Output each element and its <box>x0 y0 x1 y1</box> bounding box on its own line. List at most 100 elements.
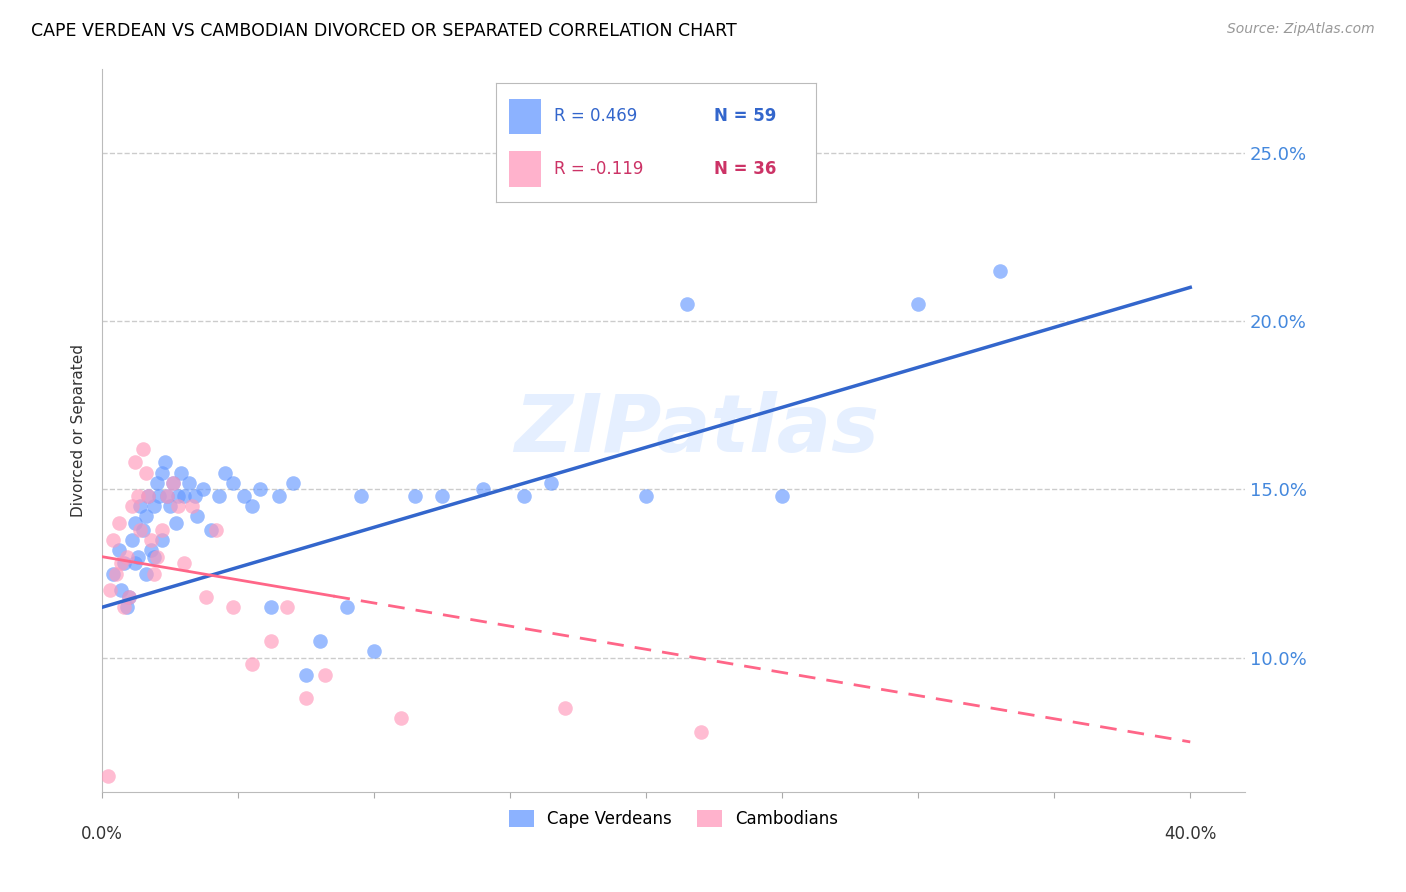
Point <box>636 489 658 503</box>
Point <box>156 489 179 503</box>
Point <box>127 489 149 503</box>
Point <box>181 500 204 514</box>
Point <box>138 489 160 503</box>
Point <box>173 489 195 503</box>
Point <box>689 724 711 739</box>
Point <box>173 557 195 571</box>
Point <box>124 557 146 571</box>
Point <box>135 566 157 581</box>
Point <box>170 466 193 480</box>
Point <box>142 566 165 581</box>
Point <box>150 523 173 537</box>
Point <box>110 557 132 571</box>
Point <box>115 549 138 564</box>
Text: 40.0%: 40.0% <box>1164 825 1216 843</box>
Point <box>132 523 155 537</box>
Point <box>129 523 152 537</box>
Point <box>513 489 536 503</box>
Point <box>165 516 187 530</box>
Point <box>124 516 146 530</box>
Point <box>314 667 336 681</box>
Point <box>127 549 149 564</box>
Point <box>540 475 562 490</box>
Point <box>260 633 283 648</box>
Point <box>107 543 129 558</box>
Point <box>205 523 228 537</box>
Point <box>295 667 318 681</box>
Point <box>112 557 135 571</box>
Point <box>110 583 132 598</box>
Text: ZIPatlas: ZIPatlas <box>513 392 879 469</box>
Point <box>129 500 152 514</box>
Point <box>145 475 167 490</box>
Point <box>121 533 143 547</box>
Point <box>208 489 231 503</box>
Point <box>124 455 146 469</box>
Point <box>267 489 290 503</box>
Point <box>101 566 124 581</box>
Point <box>135 509 157 524</box>
Point <box>222 600 245 615</box>
Point <box>260 600 283 615</box>
Point <box>179 475 201 490</box>
Point <box>118 590 141 604</box>
Point <box>186 509 208 524</box>
Point <box>118 590 141 604</box>
Point <box>100 583 122 598</box>
Point <box>148 489 170 503</box>
Point <box>554 701 576 715</box>
Point <box>770 489 793 503</box>
Point <box>162 475 184 490</box>
Y-axis label: Divorced or Separated: Divorced or Separated <box>72 344 86 517</box>
Legend: Cape Verdeans, Cambodians: Cape Verdeans, Cambodians <box>502 804 845 835</box>
Point <box>145 549 167 564</box>
Point <box>391 711 413 725</box>
Point <box>308 633 330 648</box>
Point <box>404 489 426 503</box>
Text: CAPE VERDEAN VS CAMBODIAN DIVORCED OR SEPARATED CORRELATION CHART: CAPE VERDEAN VS CAMBODIAN DIVORCED OR SE… <box>31 22 737 40</box>
Point <box>112 600 135 615</box>
Point <box>249 483 271 497</box>
Point <box>135 466 157 480</box>
Point <box>232 489 254 503</box>
Point <box>907 297 929 311</box>
Point <box>142 549 165 564</box>
Point <box>191 483 214 497</box>
Point <box>472 483 495 497</box>
Point <box>159 500 181 514</box>
Point <box>349 489 371 503</box>
Point <box>104 566 127 581</box>
Point <box>183 489 205 503</box>
Text: Source: ZipAtlas.com: Source: ZipAtlas.com <box>1227 22 1375 37</box>
Point <box>676 297 699 311</box>
Point <box>276 600 298 615</box>
Point <box>162 475 184 490</box>
Point <box>432 489 454 503</box>
Point <box>153 455 176 469</box>
Point <box>138 489 160 503</box>
Point <box>101 533 124 547</box>
Point <box>363 644 385 658</box>
Point <box>200 523 222 537</box>
Point <box>295 691 318 706</box>
Point <box>97 768 120 782</box>
Point <box>222 475 245 490</box>
Point <box>150 533 173 547</box>
Point <box>167 500 190 514</box>
Point <box>141 543 163 558</box>
Point <box>336 600 359 615</box>
Text: 0.0%: 0.0% <box>82 825 124 843</box>
Point <box>214 466 236 480</box>
Point <box>142 500 165 514</box>
Point <box>167 489 190 503</box>
Point <box>240 500 263 514</box>
Point <box>156 489 179 503</box>
Point <box>132 442 155 456</box>
Point <box>115 600 138 615</box>
Point <box>240 657 263 672</box>
Point <box>141 533 163 547</box>
Point <box>107 516 129 530</box>
Point <box>121 500 143 514</box>
Point <box>281 475 304 490</box>
Point <box>150 466 173 480</box>
